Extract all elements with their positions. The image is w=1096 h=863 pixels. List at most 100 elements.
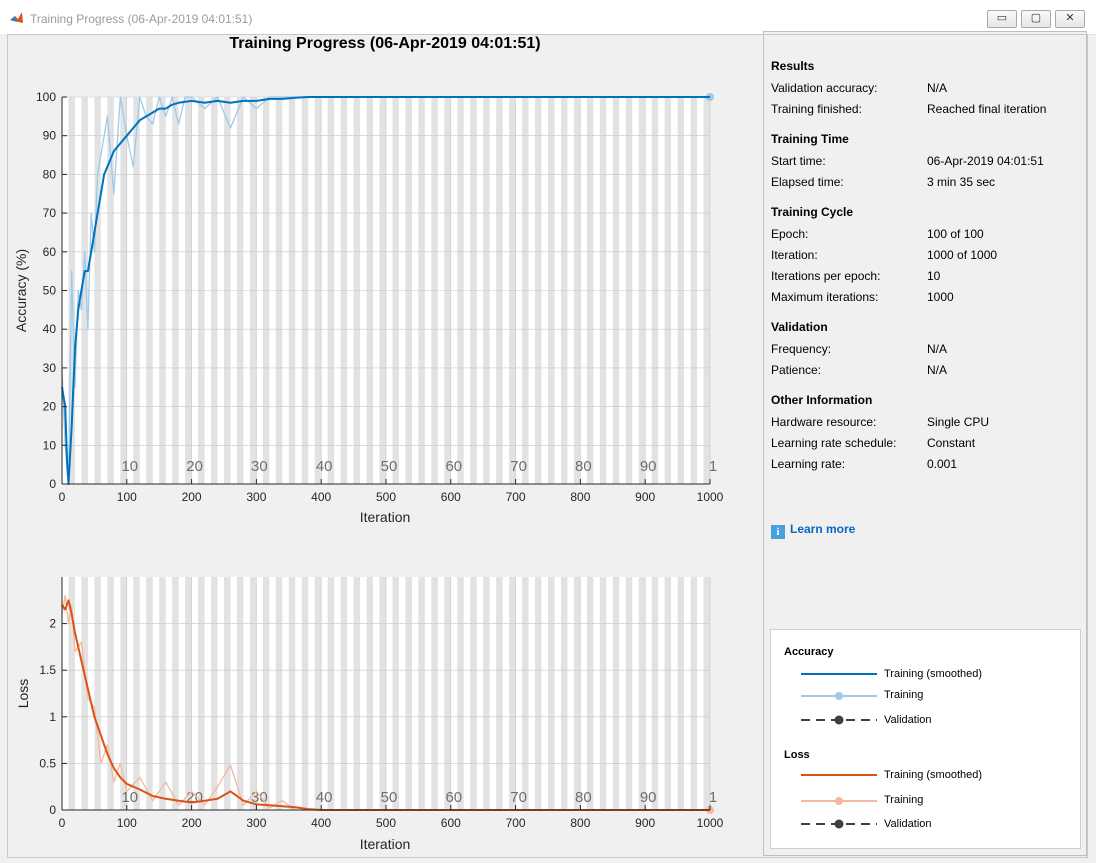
epoch-label: Epoch: [771, 227, 809, 241]
other-information-heading: Other Information [771, 393, 873, 407]
loss-epoch-band [379, 577, 386, 810]
training-finished-label: Training finished: [771, 102, 862, 116]
loss-epoch-band [366, 577, 374, 810]
accuracy-x-axis-label: Iteration [360, 509, 411, 525]
legend-acc-validation-swatch [801, 715, 877, 725]
loss-epoch-band [185, 577, 192, 810]
loss-epoch-band [288, 577, 296, 810]
accuracy-epoch-label: 60 [445, 458, 462, 475]
loss-epoch-band [405, 577, 412, 810]
legend-loss-validation-label: Validation [884, 818, 932, 830]
start-time-label: Start time: [771, 154, 826, 168]
loss-epoch-band [548, 577, 555, 810]
iterations-per-epoch-value: 10 [927, 269, 941, 283]
loss-epoch-band [560, 577, 568, 810]
loss-x-tick-label: 700 [506, 816, 526, 830]
loss-y-axis-label: Loss [15, 679, 31, 709]
loss-epoch-band [327, 577, 335, 810]
accuracy-y-tick-label: 40 [43, 322, 57, 336]
accuracy-x-tick-label: 300 [246, 490, 266, 504]
iteration-label: Iteration: [771, 248, 818, 262]
accuracy-y-tick-label: 30 [43, 361, 57, 375]
loss-x-tick-label: 500 [376, 816, 396, 830]
accuracy-y-tick-label: 20 [43, 400, 57, 414]
loss-epoch-band [120, 577, 127, 810]
epoch-value: 100 of 100 [927, 227, 984, 241]
maximize-button[interactable]: ▢ [1021, 10, 1051, 28]
iteration-value: 1000 of 1000 [927, 248, 998, 262]
loss-epoch-band [418, 577, 425, 810]
loss-epoch-band [224, 577, 231, 810]
legend-acc-training-label: Training [884, 689, 924, 701]
minimize-button[interactable]: ▭ [987, 10, 1017, 28]
loss-epoch-label: 1 [709, 789, 717, 806]
loss-epoch-band [522, 577, 529, 810]
accuracy-series-smoothed [61, 96, 710, 485]
accuracy-y-tick-label: 70 [43, 206, 57, 220]
loss-epoch-band [470, 577, 477, 810]
hardware-resource-value: Single CPU [927, 415, 990, 429]
loss-y-tick-label: 2 [49, 617, 56, 631]
loss-epoch-label: 50 [381, 789, 398, 806]
loss-epoch-band [262, 577, 270, 810]
plot-legend: Accuracy Training (smoothed) Training Va… [770, 629, 1081, 849]
loss-x-tick-label: 100 [117, 816, 137, 830]
iterations-per-epoch-label: Iterations per epoch: [771, 269, 881, 283]
legend-accuracy-heading: Accuracy [784, 646, 834, 658]
loss-epoch-band [535, 577, 542, 810]
learn-more-link[interactable]: i Learn more [771, 522, 855, 539]
legend-acc-smoothed-swatch [801, 673, 877, 675]
loss-epoch-band [107, 577, 114, 810]
accuracy-x-tick-label: 200 [182, 490, 202, 504]
loss-epoch-label: 10 [121, 789, 138, 806]
legend-acc-validation-label: Validation [884, 714, 932, 726]
loss-x-tick-label: 400 [311, 816, 331, 830]
patience-value: N/A [927, 363, 948, 377]
loss-epoch-band [392, 577, 399, 810]
loss-epoch-band [146, 577, 153, 810]
loss-epoch-band [340, 577, 348, 810]
loss-epoch-band [81, 577, 88, 810]
loss-epoch-label: 90 [640, 789, 657, 806]
accuracy-y-tick-label: 0 [49, 477, 56, 491]
loss-epoch-label: 20 [186, 789, 203, 806]
loss-epoch-band [236, 577, 244, 810]
loss-epoch-band [483, 577, 490, 810]
patience-label: Patience: [771, 363, 822, 377]
loss-epoch-label: 60 [445, 789, 462, 806]
chart-title: Training Progress (06-Apr-2019 04:01:51) [229, 35, 540, 52]
elapsed-time-value: 3 min 35 sec [927, 175, 996, 189]
legend-loss-training-label: Training [884, 794, 924, 806]
accuracy-y-tick-label: 100 [36, 90, 56, 104]
loss-epoch-band [586, 577, 594, 810]
loss-x-tick-label: 600 [441, 816, 461, 830]
loss-x-tick-label: 300 [246, 816, 266, 830]
maximize-icon: ▢ [1030, 12, 1042, 24]
loss-epoch-band [249, 577, 257, 810]
loss-epoch-label: 80 [575, 789, 592, 806]
loss-epoch-band [353, 577, 361, 810]
loss-epoch-band [664, 577, 672, 810]
loss-x-tick-label: 200 [182, 816, 202, 830]
training-cycle-heading: Training Cycle [771, 205, 854, 219]
legend-loss-heading: Loss [784, 749, 810, 761]
loss-epoch-band [651, 577, 659, 810]
frequency-value: N/A [927, 342, 948, 356]
loss-x-axis-label: Iteration [360, 836, 411, 852]
minimize-icon: ▭ [996, 12, 1008, 24]
accuracy-epoch-label: 70 [510, 458, 527, 475]
accuracy-epoch-label: 90 [640, 458, 657, 475]
loss-x-tick-label: 0 [59, 816, 66, 830]
validation-accuracy-value: N/A [927, 81, 948, 95]
loss-epoch-band [68, 577, 75, 810]
loss-epoch-band [431, 577, 438, 810]
loss-epoch-label: 40 [316, 789, 333, 806]
maximum-iterations-value: 1000 [927, 290, 954, 304]
info-panel: Results Validation accuracy: N/A Trainin… [763, 31, 1087, 856]
loss-epoch-band [638, 577, 646, 810]
accuracy-y-tick-label: 60 [43, 245, 57, 259]
window-title: Training Progress (06-Apr-2019 04:01:51) [30, 12, 253, 26]
loss-series-smoothed [61, 599, 710, 811]
close-button[interactable]: ✕ [1055, 10, 1085, 28]
loss-epoch-band [275, 577, 283, 810]
